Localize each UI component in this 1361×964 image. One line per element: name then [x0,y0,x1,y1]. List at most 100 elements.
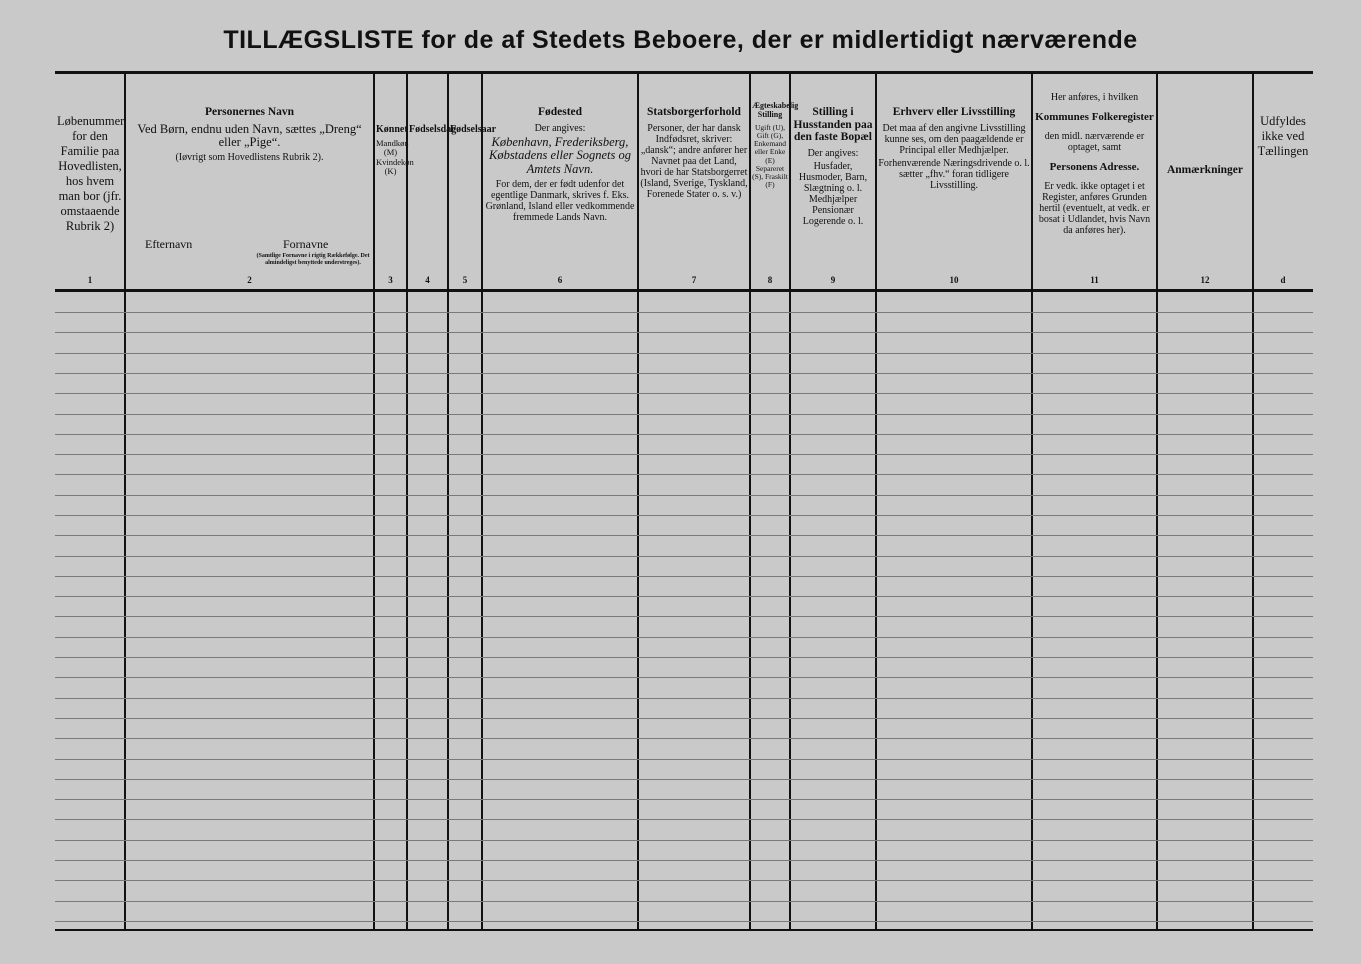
entry-row-line [55,901,1313,902]
header-bottom-rule [55,289,1313,292]
column-number: 6 [557,275,563,286]
entry-row-line [55,698,1313,699]
column-header-anmaerkninger: Anmærkninger 12 [1157,78,1253,290]
column-number: d [1280,275,1286,286]
column-instruction: den midl. nærværende er optaget, samt [1044,131,1145,154]
column-instruction: Der angives: [807,147,859,159]
column-heading: Kønnet [376,124,408,135]
column-heading: Fødselsaar [450,124,497,135]
entry-row-line [55,819,1313,820]
entry-row-line [55,414,1313,415]
column-header-udfyldes: Udfyldes ikke ved Tællingen d [1253,78,1313,290]
entry-row-line [55,373,1313,374]
entry-row-line [55,840,1313,841]
column-divider [124,73,126,931]
entry-row-line [55,332,1313,333]
column-header-kon: Kønnet Mandkøn (M) Kvindekøn (K) 3 [374,78,414,290]
column-instruction: Det maa af den angivne Livsstilling kunn… [882,122,1026,156]
entry-row-line [55,474,1313,475]
column-divider [789,73,791,931]
entry-row-line [55,718,1313,719]
bottom-rule [55,929,1313,931]
entry-row-line [55,779,1313,780]
column-heading: Stilling i Husstanden paa den faste Bopæ… [793,106,873,144]
column-instruction: Ugift (U), Gift (G), Enkemand eller Enke… [752,122,788,190]
column-number: 2 [247,275,252,286]
column-number: 10 [949,275,959,286]
column-instruction: København, Frederiksberg, Købstadens ell… [488,134,631,177]
entry-row-line [55,759,1313,760]
column-instruction: Forhenværende Næringsdrivende o. l. sætt… [878,157,1030,191]
column-instruction: Husfader, Husmoder, Barn, Slægtning o. l… [798,160,868,227]
given-names-label: Fornavne [283,237,329,251]
column-header-fodselsaar: Fødselsaar 5 [448,78,497,290]
entry-row-line [55,312,1313,313]
column-number: 3 [388,275,393,286]
column-number: 8 [767,275,773,286]
column-heading: Statsborgerforhold [647,106,741,118]
column-divider [406,73,408,931]
column-header-fodested: Fødested Der angives: København, Frederiks… [482,78,638,290]
column-number: 1 [87,275,93,286]
column-heading: Ægteskabelig Stilling [752,101,799,119]
surname-label: Efternavn [145,237,193,251]
column-number: 11 [1090,275,1099,286]
column-divider [637,73,639,931]
entry-row-line [55,637,1313,638]
column-divider [373,73,375,931]
column-number: 5 [462,275,468,286]
column-header-aegteskab: Ægteskabelig Stilling Ugift (U), Gift (G)… [750,78,799,290]
column-heading: Erhverv eller Livsstilling [892,106,1016,118]
column-instruction: Personer, der har dansk Indfødsret, skri… [640,122,748,200]
entry-row-line [55,880,1313,881]
column-instruction: (Iøvrigt som Hovedlistens Rubrik 2). [175,152,324,164]
column-header-erhverv: Erhverv eller Livsstilling Det maa af den… [876,78,1032,290]
column-number: 7 [691,275,697,286]
entry-row-line [55,799,1313,800]
column-heading: Fødselsdag [409,124,457,135]
entry-row-line [55,454,1313,455]
column-header-navn: Personernes Navn Ved Børn, endnu uden Nav… [125,78,374,290]
entry-row-line [55,860,1313,861]
entry-row-line [55,535,1313,536]
column-header-statsborger: Statsborgerforhold Personer, der har dans… [638,78,750,290]
column-number: 9 [830,275,836,286]
column-instruction: Løbenummer for den Familie paa Hovedlist… [57,114,125,233]
entry-row-line [55,576,1313,577]
column-heading: Personernes Navn [204,106,295,118]
column-divider [875,73,877,931]
form-title: TILLÆGSLISTE for de af Stedets Beboere, … [223,26,1138,54]
column-instruction: Er vedk. ikke optaget i et Register, anf… [1038,181,1151,237]
given-names-note: (Samtlige Fornavne i rigtig Rækkefølge. … [256,253,370,266]
column-heading: Anmærkninger [1166,164,1244,176]
entry-row-line [55,616,1313,617]
column-number: 4 [425,275,430,286]
column-number: 12 [1200,275,1210,286]
column-instruction: Personens Adresse. [1049,161,1140,174]
column-header-fodselsdag: Fødselsdag 4 [407,78,457,290]
column-heading: Fødested [537,106,583,118]
entry-row-line [55,657,1313,658]
column-header-lobenummer: Løbenummer for den Familie paa Hovedlist… [55,78,125,290]
column-instruction: Udfyldes ikke ved Tællingen [1257,114,1309,158]
column-header-folkeregister: Her anføres, i hvilken Kommunes Folkeregi… [1032,78,1157,290]
top-rule [55,71,1313,74]
entry-row-line [55,596,1313,597]
column-header-stilling: Stilling i Husstanden paa den faste Bopæ… [790,78,876,290]
column-instruction: Mandkøn (M) Kvindekøn (K) [376,138,414,177]
entry-row-line [55,495,1313,496]
entry-row-line [55,434,1313,435]
column-divider [1252,73,1254,931]
column-divider [1156,73,1158,931]
column-divider [481,73,483,931]
column-divider [1031,73,1033,931]
column-instruction: Kommunes Folkeregister [1035,111,1154,123]
entry-row-line [55,677,1313,678]
column-instruction: For dem, der er født udenfor det egentli… [485,178,635,223]
entry-row-line [55,738,1313,739]
column-instruction: Der angives: [534,122,586,134]
column-divider [447,73,449,931]
column-instruction: Her anføres, i hvilken [1050,92,1139,103]
entry-row-line [55,353,1313,354]
entry-row-line [55,921,1313,922]
